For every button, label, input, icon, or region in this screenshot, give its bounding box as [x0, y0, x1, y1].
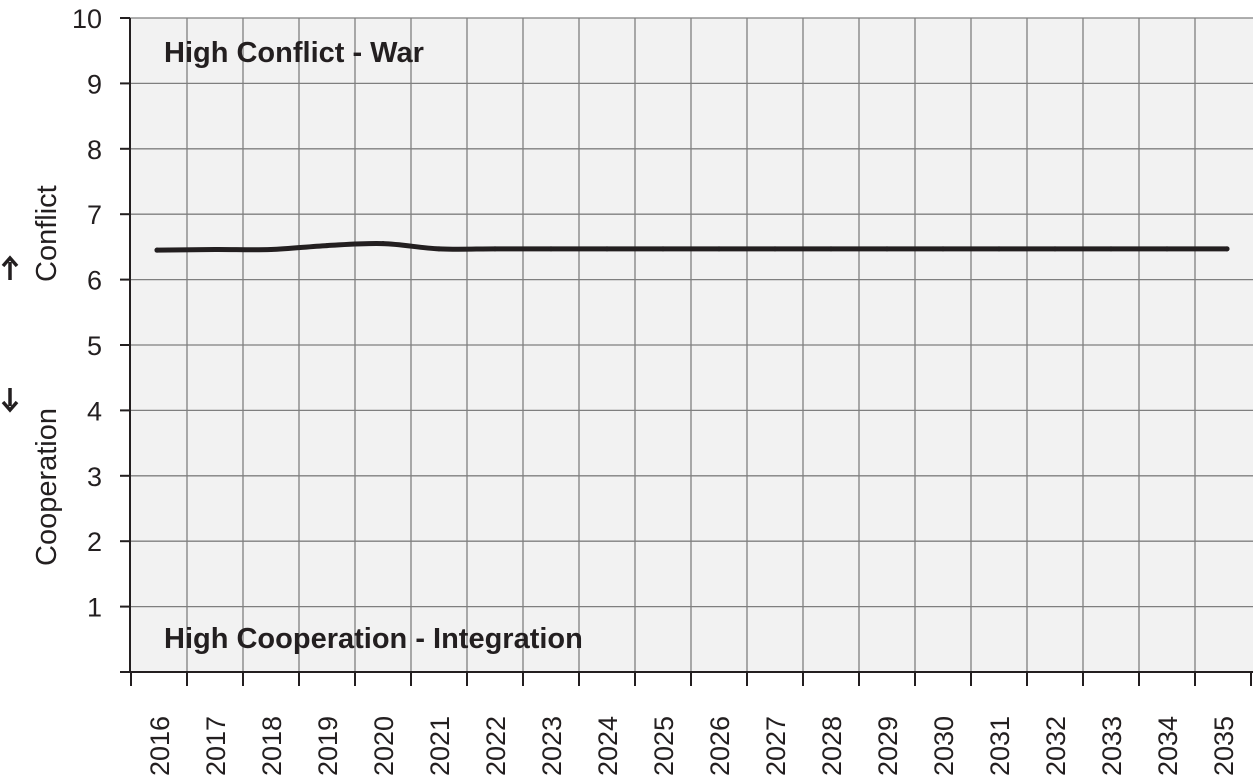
x-tick-labels: 2016 2017 2018 2019 2020 2021 2022 2023 2024 2025…	[145, 716, 1239, 776]
data-point	[548, 246, 554, 252]
x-tick-label: 2031	[985, 716, 1015, 776]
data-point	[828, 246, 834, 252]
y-axis-label-conflict: Conflict	[31, 185, 63, 282]
x-tick-label: 2026	[705, 716, 735, 776]
data-point	[268, 247, 274, 253]
y-tick-label: 6	[87, 266, 102, 296]
annotation-high-conflict: High Conflict - War	[164, 37, 424, 69]
annotation-high-cooperation: High Cooperation - Integration	[164, 623, 583, 655]
data-point	[324, 243, 330, 249]
x-tick-label: 2033	[1097, 716, 1127, 776]
y-tick-label: 2	[87, 527, 102, 557]
x-tick-label: 2018	[257, 716, 287, 776]
series-line	[154, 241, 1230, 253]
y-tick-label: 4	[87, 396, 102, 426]
x-tick-label: 2016	[145, 716, 175, 776]
arrow-up-icon	[1, 255, 19, 280]
y-tick-label: 7	[87, 200, 102, 230]
data-point	[1108, 246, 1114, 252]
data-point	[604, 246, 610, 252]
x-tick-label: 2024	[593, 716, 623, 776]
x-tick-label: 2019	[313, 716, 343, 776]
x-tick-label: 2034	[1153, 716, 1183, 776]
y-tick-label: 5	[87, 331, 102, 361]
arrow-down-icon	[1, 388, 19, 413]
data-point	[436, 246, 442, 252]
y-axis-label: Conflict Cooperation	[1, 185, 63, 566]
arrow-up-head	[1, 255, 19, 268]
arrow-down-head	[1, 400, 19, 413]
y-tick-label: 3	[87, 462, 102, 492]
y-tick-label: 8	[87, 135, 102, 165]
data-point	[492, 246, 498, 252]
data-point	[1164, 246, 1170, 252]
x-tick-label: 2017	[201, 716, 231, 776]
series-group	[154, 241, 1230, 253]
x-tick-label: 2020	[369, 716, 399, 776]
data-point	[1224, 246, 1230, 252]
y-tick-label: 9	[87, 69, 102, 99]
data-point	[212, 247, 218, 253]
x-tick-label: 2021	[425, 716, 455, 776]
data-point	[940, 246, 946, 252]
y-tick-labels: 1 2 3 4 5 6 7 8 9 10	[72, 4, 102, 623]
horizontal-gridlines	[130, 17, 1253, 608]
axes	[120, 17, 1253, 686]
data-point	[154, 247, 160, 253]
data-point	[1052, 246, 1058, 252]
data-point	[996, 246, 1002, 252]
data-point	[716, 246, 722, 252]
data-point	[660, 246, 666, 252]
data-point	[380, 241, 386, 247]
x-tick-label: 2025	[649, 716, 679, 776]
x-tick-label: 2022	[481, 716, 511, 776]
x-tick-label: 2029	[873, 716, 903, 776]
data-point	[772, 246, 778, 252]
data-point	[884, 246, 890, 252]
x-tick-label: 2030	[929, 716, 959, 776]
x-tick-label: 2032	[1041, 716, 1071, 776]
y-axis-label-cooperation: Cooperation	[31, 408, 63, 566]
y-tick-label: 10	[72, 4, 102, 34]
x-tick-label: 2028	[817, 716, 847, 776]
x-tick-label: 2027	[761, 716, 791, 776]
y-tick-label: 1	[87, 593, 102, 623]
x-tick-label: 2035	[1209, 716, 1239, 776]
x-tick-label: 2023	[537, 716, 567, 776]
